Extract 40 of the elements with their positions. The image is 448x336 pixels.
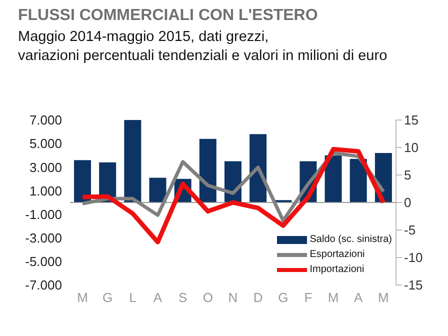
x-tick-label: O <box>202 290 213 306</box>
x-tick-label: G <box>278 290 288 306</box>
bar <box>74 160 92 202</box>
x-tick-label: F <box>304 290 312 306</box>
x-tick-label: M <box>328 290 339 306</box>
y2-tick-label: 0 <box>404 195 412 210</box>
x-tick-label: S <box>178 290 188 306</box>
x-tick-label: L <box>129 290 136 306</box>
x-tick-label: A <box>153 290 162 306</box>
x-tick-label: N <box>228 290 238 306</box>
legend-label: Importazioni <box>310 263 364 277</box>
bar <box>324 155 342 202</box>
y2-tick-label: 15 <box>404 112 418 128</box>
y-tick-label: -1.000 <box>25 206 62 222</box>
legend-label: Esportazioni <box>310 248 365 262</box>
bar <box>199 138 216 202</box>
bar <box>250 134 267 202</box>
y-tick-label: 7.000 <box>29 112 62 128</box>
legend-label: Saldo (sc. sinistra) <box>310 233 392 247</box>
bar <box>350 158 367 202</box>
x-tick-label: D <box>253 290 263 306</box>
bar <box>149 178 166 202</box>
y2-tick-label: -15 <box>404 278 423 293</box>
y2-tick-label: -10 <box>404 250 423 266</box>
chart-title: FLUSSI COMMERCIALI CON L'ESTERO <box>18 7 318 25</box>
x-tick-label: G <box>102 290 113 306</box>
y-tick-label: -5.000 <box>25 254 62 270</box>
y2-tick-label: 5 <box>404 168 412 183</box>
y-tick-label: 3.000 <box>29 160 62 175</box>
x-tick-label: M <box>77 290 88 306</box>
y2-tick-label: -5 <box>404 222 416 238</box>
y-tick-label: 1.000 <box>29 183 62 198</box>
y-tick-label: 5.000 <box>29 136 62 152</box>
y-tick-label: -7.000 <box>25 278 62 293</box>
x-tick-label: A <box>354 290 364 306</box>
bar <box>124 120 142 202</box>
y-tick-label: -3.000 <box>25 230 62 246</box>
chart-subtitle: Maggio 2014-maggio 2015, dati grezzi, variazioni percentuali tendenziali e valori in milioni di euro <box>18 28 388 66</box>
x-tick-label: M <box>378 290 389 306</box>
y2-tick-label: 10 <box>404 140 418 156</box>
